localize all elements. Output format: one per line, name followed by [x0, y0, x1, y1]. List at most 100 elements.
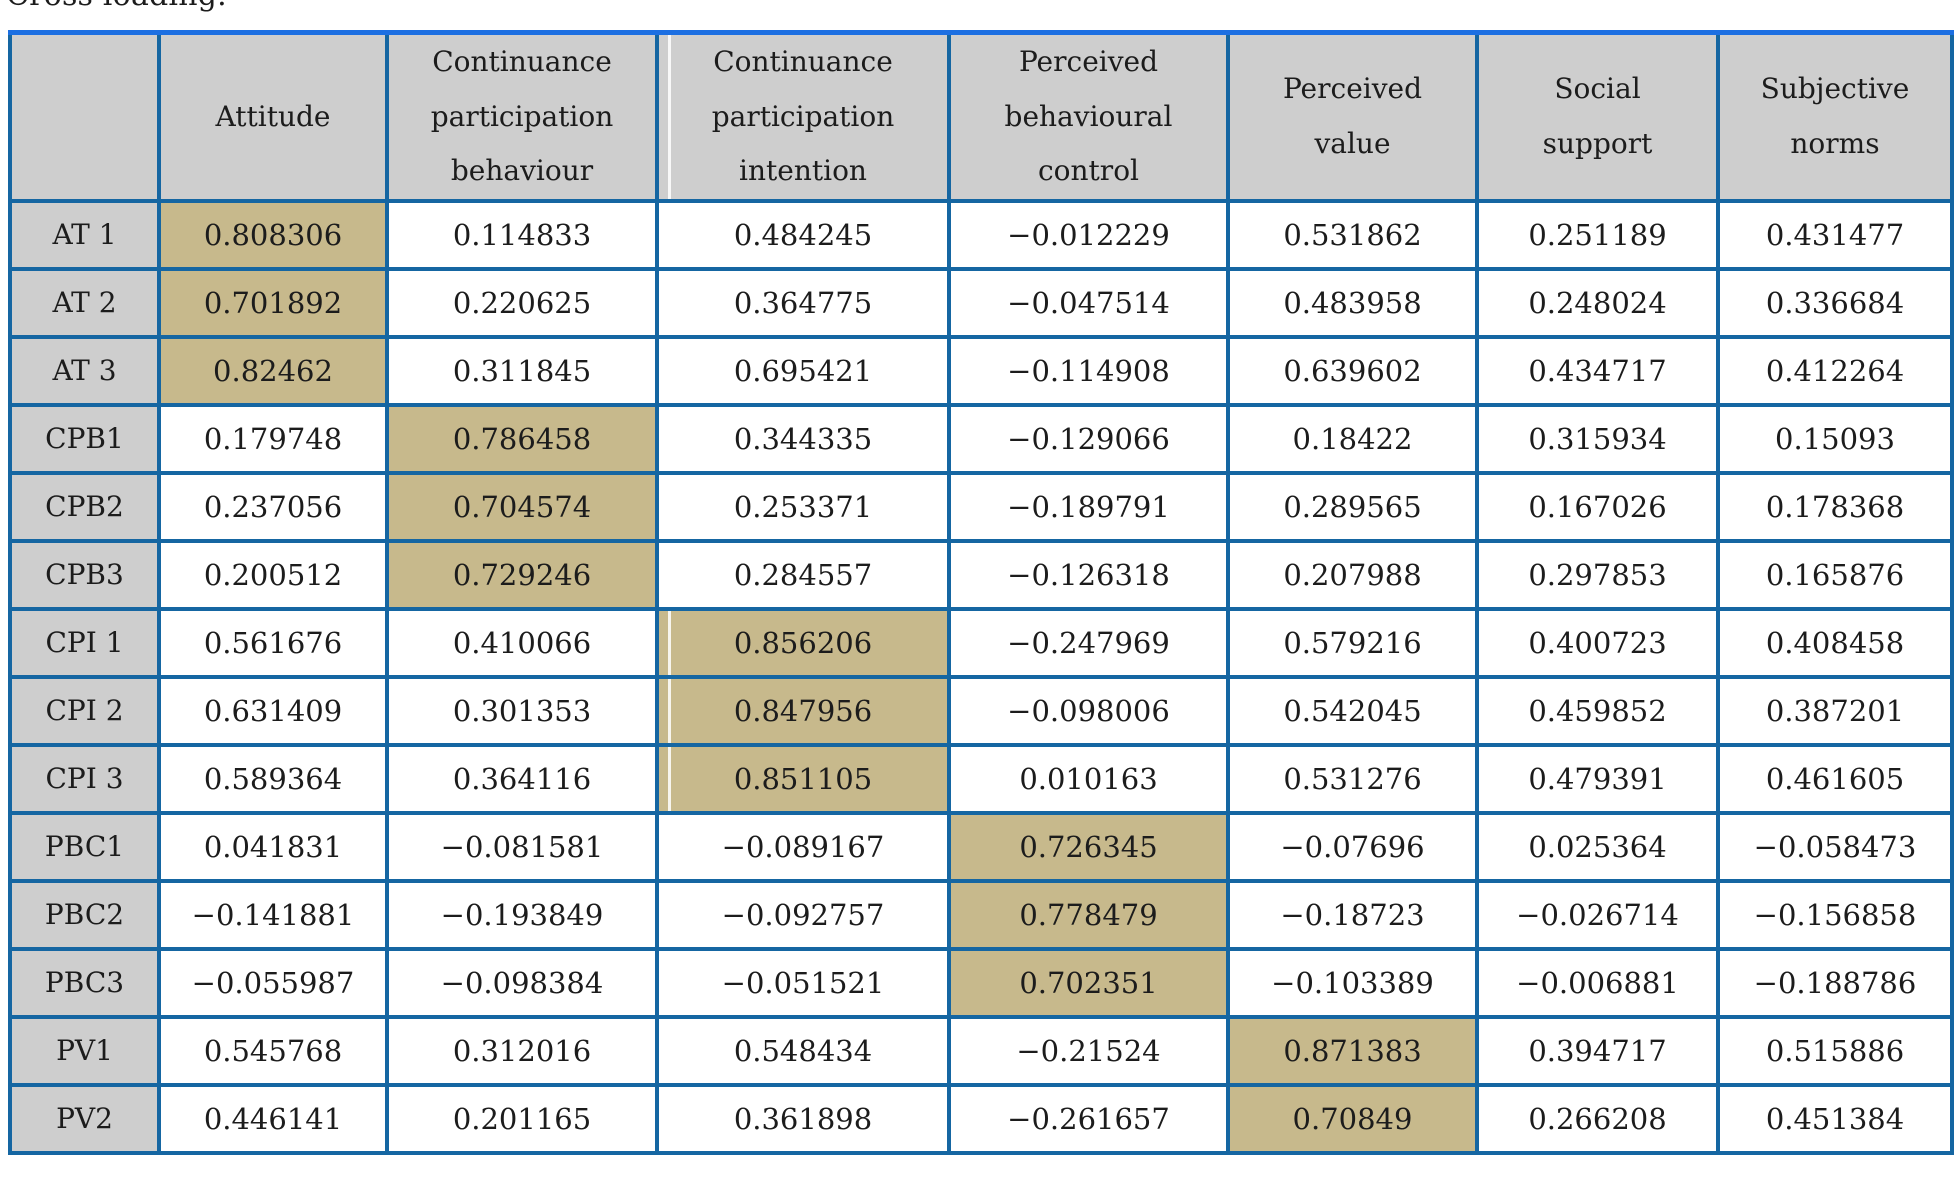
table-cell: 0.311845 — [385, 334, 659, 407]
table-row: CPB2 0.237056 0.704574 0.253371 −0.18979… — [8, 470, 1954, 543]
column-header-continuance-participation-intention: Continuance participation intention — [655, 29, 951, 203]
table-cell: −0.189791 — [947, 470, 1230, 543]
table-row: AT 1 0.808306 0.114833 0.484245 −0.01222… — [8, 198, 1954, 271]
table-cell: 0.479391 — [1475, 742, 1720, 815]
column-header-subjective-norms: Subjective norms — [1716, 29, 1954, 203]
table-cell: 0.315934 — [1475, 402, 1720, 475]
row-label: AT 2 — [8, 266, 161, 339]
column-header-perceived-value: Perceived value — [1226, 29, 1479, 203]
table-cell: 0.483958 — [1226, 266, 1479, 339]
table-row: CPI 2 0.631409 0.301353 0.847956 −0.0980… — [8, 674, 1954, 747]
table-cell: −0.006881 — [1475, 946, 1720, 1019]
row-label: CPI 1 — [8, 606, 161, 679]
table-cell: 0.70849 — [1226, 1082, 1479, 1155]
table-cell: 0.701892 — [157, 266, 389, 339]
table-cell: 0.010163 — [947, 742, 1230, 815]
table-cell: −0.026714 — [1475, 878, 1720, 951]
row-label: AT 3 — [8, 334, 161, 407]
table-cell: 0.531276 — [1226, 742, 1479, 815]
table-cell: 0.515886 — [1716, 1014, 1954, 1087]
table-cell: 0.461605 — [1716, 742, 1954, 815]
table-cell: 0.871383 — [1226, 1014, 1479, 1087]
table-cell: 0.361898 — [655, 1082, 951, 1155]
table-cell: 0.631409 — [157, 674, 389, 747]
table-cell: −0.21524 — [947, 1014, 1230, 1087]
table-cell: 0.312016 — [385, 1014, 659, 1087]
table-row: PBC2 −0.141881 −0.193849 −0.092757 0.778… — [8, 878, 1954, 951]
table-row: PBC1 0.041831 −0.081581 −0.089167 0.7263… — [8, 810, 1954, 883]
table-cell: 0.431477 — [1716, 198, 1954, 271]
table-cell: 0.253371 — [655, 470, 951, 543]
table-row: PV1 0.545768 0.312016 0.548434 −0.21524 … — [8, 1014, 1954, 1087]
table-cell: −0.081581 — [385, 810, 659, 883]
table-cell: 0.207988 — [1226, 538, 1479, 611]
table-cell: 0.18422 — [1226, 402, 1479, 475]
table-cell: −0.012229 — [947, 198, 1230, 271]
table-cell: −0.07696 — [1226, 810, 1479, 883]
table-cell: 0.545768 — [157, 1014, 389, 1087]
column-header-social-support: Social support — [1475, 29, 1720, 203]
table-cell: 0.167026 — [1475, 470, 1720, 543]
table-cell: −0.261657 — [947, 1082, 1230, 1155]
table-row: CPB3 0.200512 0.729246 0.284557 −0.12631… — [8, 538, 1954, 611]
table-cell: 0.394717 — [1475, 1014, 1720, 1087]
row-label: PV2 — [8, 1082, 161, 1155]
table-cell: −0.126318 — [947, 538, 1230, 611]
table-cell: 0.201165 — [385, 1082, 659, 1155]
table-cell: 0.542045 — [1226, 674, 1479, 747]
table-cell: 0.808306 — [157, 198, 389, 271]
table-cell: 0.639602 — [1226, 334, 1479, 407]
table-caption: Cross loading. — [6, 0, 227, 11]
row-label: CPB1 — [8, 402, 161, 475]
header-row: Attitude Continuance participation behav… — [8, 29, 1954, 203]
table-cell: −0.098006 — [947, 674, 1230, 747]
table-cell: 0.387201 — [1716, 674, 1954, 747]
table-cell: 0.336684 — [1716, 266, 1954, 339]
table-cell: 0.408458 — [1716, 606, 1954, 679]
table-cell: 0.025364 — [1475, 810, 1720, 883]
table-cell: 0.297853 — [1475, 538, 1720, 611]
table-row: CPI 1 0.561676 0.410066 0.856206 −0.2479… — [8, 606, 1954, 679]
table-cell: 0.856206 — [655, 606, 951, 679]
table-row: AT 3 0.82462 0.311845 0.695421 −0.114908… — [8, 334, 1954, 407]
table-cell: 0.786458 — [385, 402, 659, 475]
row-label: AT 1 — [8, 198, 161, 271]
table-cell: 0.82462 — [157, 334, 389, 407]
table-cell: 0.289565 — [1226, 470, 1479, 543]
table-cell: 0.704574 — [385, 470, 659, 543]
row-label: CPB3 — [8, 538, 161, 611]
table-cell: −0.188786 — [1716, 946, 1954, 1019]
table-cell: 0.531862 — [1226, 198, 1479, 271]
table-cell: 0.178368 — [1716, 470, 1954, 543]
table-cell: 0.446141 — [157, 1082, 389, 1155]
table-cell: 0.041831 — [157, 810, 389, 883]
table-cell: −0.247969 — [947, 606, 1230, 679]
table-cell: 0.778479 — [947, 878, 1230, 951]
table-cell: −0.055987 — [157, 946, 389, 1019]
table-cell: 0.364116 — [385, 742, 659, 815]
column-header-attitude: Attitude — [157, 29, 389, 203]
table-cell: −0.051521 — [655, 946, 951, 1019]
column-header-perceived-behavioural-control: Perceived behavioural control — [947, 29, 1230, 203]
table-cell: 0.847956 — [655, 674, 951, 747]
table-cell: 0.220625 — [385, 266, 659, 339]
table-cell: 0.344335 — [655, 402, 951, 475]
table-cell: 0.412264 — [1716, 334, 1954, 407]
row-label: PV1 — [8, 1014, 161, 1087]
table-cell: 0.200512 — [157, 538, 389, 611]
table-cell: 0.15093 — [1716, 402, 1954, 475]
table-row: PBC3 −0.055987 −0.098384 −0.051521 0.702… — [8, 946, 1954, 1019]
table-cell: 0.364775 — [655, 266, 951, 339]
table-cell: 0.484245 — [655, 198, 951, 271]
row-label: PBC2 — [8, 878, 161, 951]
table-cell: −0.058473 — [1716, 810, 1954, 883]
table-cell: −0.129066 — [947, 402, 1230, 475]
table-cell: −0.141881 — [157, 878, 389, 951]
table-cell: 0.579216 — [1226, 606, 1479, 679]
table-cell: 0.410066 — [385, 606, 659, 679]
table-cell: −0.114908 — [947, 334, 1230, 407]
table-cell: 0.729246 — [385, 538, 659, 611]
table-cell: 0.165876 — [1716, 538, 1954, 611]
table-cell: 0.548434 — [655, 1014, 951, 1087]
